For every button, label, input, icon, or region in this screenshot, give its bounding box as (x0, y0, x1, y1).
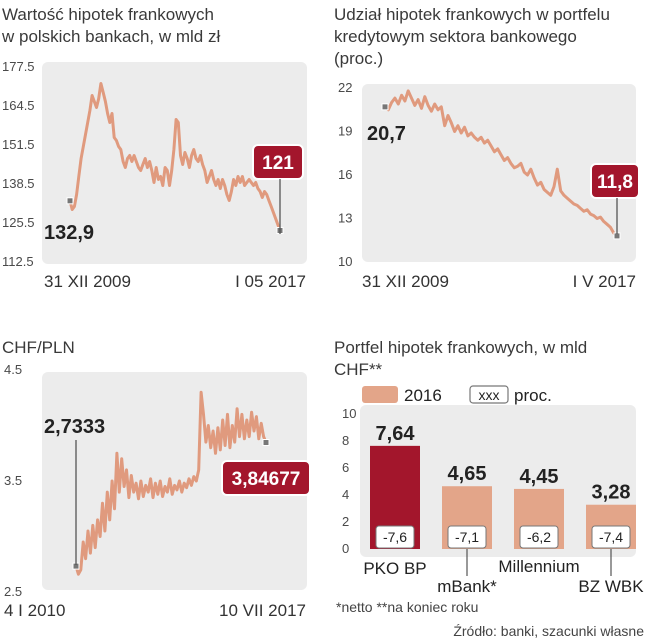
chart3-end-marker (262, 439, 270, 447)
bar-value-label: 3,28 (592, 482, 631, 504)
legend-swatch-pct (469, 385, 509, 404)
chart3-series-line (74, 390, 268, 576)
chart2-end-label: 11,8 (597, 172, 633, 193)
chart2-x-end: I V 2017 (573, 272, 636, 291)
chart1-ytick: 151.5 (2, 137, 35, 152)
chart2-title-line3: (proc.) (334, 49, 383, 68)
chart2-start-marker (381, 103, 389, 111)
bar-pct-label: -7,1 (455, 529, 479, 545)
chart2-ytick: 19 (338, 124, 352, 139)
chart4-ytick: 4 (342, 487, 349, 502)
chart2-ytick: 16 (338, 167, 352, 182)
chart1-ytick: 177.5 (2, 59, 35, 74)
chart1-end-label: 121 (262, 153, 294, 174)
chart3-ytick: 2.5 (4, 584, 22, 599)
chart4-ytick: 10 (342, 406, 356, 421)
chart2-ytick: 13 (338, 211, 352, 226)
bar-category-label: BZ WBK (578, 577, 644, 596)
chart1-end-badge (252, 144, 304, 180)
bar-category-label: PKO BP (363, 559, 426, 578)
bar-pct-label: -7,6 (383, 529, 407, 545)
source-note: Źródło: banki, szacunki własne (453, 623, 644, 639)
bar-value-label: 4,65 (448, 463, 487, 485)
bar-pct-box (447, 525, 487, 549)
chart3-ytick: 3.5 (4, 473, 22, 488)
chart1-title-line1: Wartość hipotek frankowych (2, 5, 214, 24)
panel-chf-mortgage-value: Wartość hipotek frankowych w polskich ba… (1, 5, 307, 291)
bar-value-label: 7,64 (376, 423, 416, 445)
chart2-series-line (384, 89, 618, 238)
chart4-ytick: 6 (342, 460, 349, 475)
chart3-x-end: 10 VII 2017 (219, 601, 306, 620)
chart1-start-marker (66, 197, 74, 205)
chart1-series-line (68, 82, 282, 232)
legend-label-2016: 2016 (404, 386, 442, 405)
chart2-title-line2: kredytowym sektora bankowego (334, 27, 577, 46)
legend-label-pct: proc. (514, 386, 552, 405)
chart4-ytick: 8 (342, 433, 349, 448)
bar-category-label: mBank* (437, 577, 497, 596)
panel-chf-portfolio-bars: Portfel hipotek frankowych, w mld CHF** … (334, 338, 644, 596)
chart1-ytick: 164.5 (2, 98, 35, 113)
bar-pct-box (591, 525, 631, 549)
legend-swatch-text: xxx (479, 387, 500, 403)
bar-category-label: Millennium (498, 557, 579, 576)
bar-pct-box (375, 525, 415, 549)
panel-chf-mortgage-share: Udział hipotek frankowych w portfelu kre… (334, 5, 640, 291)
chart4-title-line1: Portfel hipotek frankowych, w mld (334, 338, 587, 357)
chart2-x-start: 31 XII 2009 (362, 272, 449, 291)
chart3-title: CHF/PLN (2, 338, 75, 357)
chart1-start-label: 132,9 (44, 222, 94, 244)
chart3-start-label: 2,7333 (44, 416, 105, 438)
chart4-ytick: 0 (342, 541, 349, 556)
chart4-ytick: 2 (342, 514, 349, 529)
chart2-end-badge (590, 163, 640, 199)
chart1-x-start: 31 XII 2009 (44, 272, 131, 291)
chart4-title-line2: CHF** (334, 360, 383, 379)
bar-pct-box (519, 525, 559, 549)
chart3-ytick: 4.5 (4, 362, 22, 377)
legend-swatch-2016 (362, 386, 398, 403)
chart1-x-end: I 05 2017 (235, 272, 306, 291)
bar-pct-label: -6,2 (527, 529, 551, 545)
chart1-ytick: 138.5 (2, 176, 35, 191)
chart4-plot-area (360, 405, 636, 557)
footnote: *netto **na koniec roku (336, 599, 478, 615)
chart2-plot-area (362, 84, 636, 262)
chart3-end-badge (221, 460, 311, 496)
chart2-ytick: 22 (338, 80, 352, 95)
chart2-ytick: 10 (338, 254, 352, 269)
bar-pct-label: -7,4 (599, 529, 623, 545)
bar-value-label: 4,45 (520, 466, 559, 488)
chart2-title-line1: Udział hipotek frankowych w portfelu (334, 5, 610, 24)
chart2-start-label: 20,7 (367, 123, 406, 145)
chart3-end-label: 3,84677 (232, 469, 301, 490)
chart3-x-start: 4 I 2010 (4, 601, 65, 620)
chart1-ytick: 125.5 (2, 215, 35, 230)
chart1-title-line2: w polskich bankach, w mld zł (1, 27, 220, 46)
panel-chf-pln-rate: CHF/PLN 4.5 3.5 2.5 2,7333 3,84677 4 I 201… (2, 338, 311, 620)
chart1-ytick: 112.5 (2, 254, 34, 269)
